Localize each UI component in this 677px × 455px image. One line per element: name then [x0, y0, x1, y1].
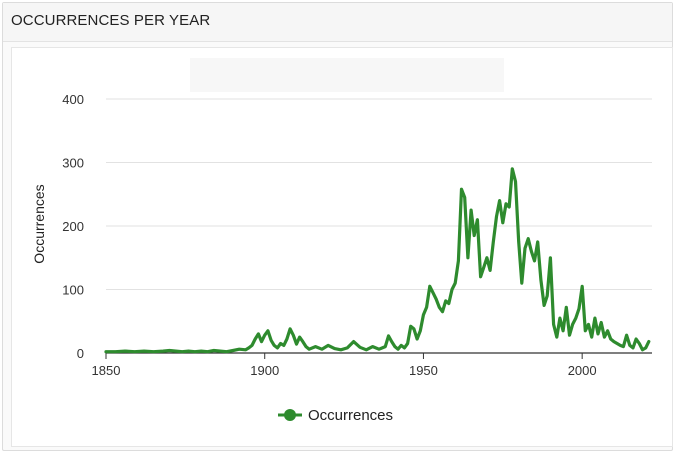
legend-label[interactable]: Occurrences — [308, 407, 393, 424]
x-tick-label: 1850 — [92, 363, 121, 378]
x-tick-label: 1900 — [250, 363, 279, 378]
y-axis-label: Occurrences — [31, 184, 47, 263]
series-line-occurrences — [104, 167, 651, 354]
x-tick-label: 2000 — [568, 363, 597, 378]
y-tick-label: 100 — [62, 283, 84, 298]
y-tick-label: 400 — [62, 92, 84, 107]
legend-marker — [284, 409, 296, 421]
grid-lines — [106, 98, 652, 354]
x-axis-ticks: 1850 1900 1950 2000 — [92, 353, 597, 378]
y-tick-label: 200 — [62, 219, 84, 234]
y-tick-label: 300 — [62, 156, 84, 171]
x-tick-label: 1950 — [409, 363, 438, 378]
series-layer — [104, 167, 651, 354]
chart-container — [11, 47, 673, 447]
y-axis-ticks: 0 100 200 300 400 — [62, 92, 84, 361]
legend[interactable]: Occurrences — [278, 407, 393, 424]
chart-title-placeholder — [190, 58, 504, 92]
y-tick-label: 0 — [77, 346, 84, 361]
panel-title: OCCURRENCES PER YEAR — [3, 3, 672, 42]
